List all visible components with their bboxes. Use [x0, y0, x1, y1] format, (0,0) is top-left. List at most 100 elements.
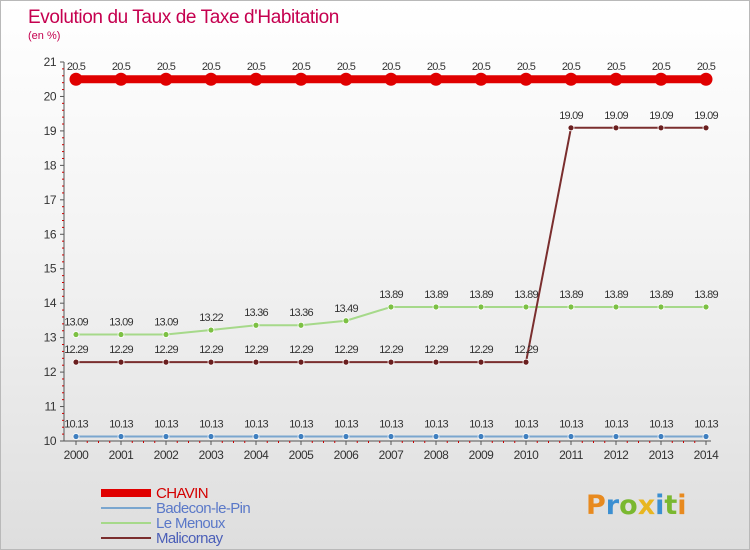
- data-label-3: 12.29: [64, 344, 88, 356]
- data-label-2: 13.89: [559, 289, 583, 301]
- y-tick-label: 10: [44, 434, 57, 448]
- data-label-3: 12.29: [469, 344, 493, 356]
- data-label-3: 12.29: [334, 344, 358, 356]
- data-label-3: 19.09: [649, 110, 673, 122]
- y-tick-label: 20: [44, 89, 57, 103]
- x-tick-label: 2006: [334, 448, 360, 462]
- series-point-0: [294, 72, 308, 86]
- series-point-3: [72, 358, 80, 366]
- logo-letter: o: [619, 490, 638, 521]
- data-label-2: 13.36: [289, 307, 313, 319]
- series-point-3: [117, 358, 125, 366]
- data-label-1: 10.13: [514, 419, 538, 431]
- series-point-3: [567, 124, 575, 132]
- series-point-0: [609, 72, 623, 86]
- series-point-0: [564, 72, 578, 86]
- legend-swatch: [101, 489, 151, 497]
- data-label-1: 10.13: [154, 419, 178, 431]
- series-point-3: [297, 358, 305, 366]
- series-point-3: [612, 124, 620, 132]
- legend-swatch: [101, 507, 151, 509]
- x-tick-label: 2007: [379, 448, 405, 462]
- series-point-2: [702, 303, 710, 311]
- data-label-0: 20.5: [292, 61, 311, 73]
- data-label-0: 20.5: [427, 61, 446, 73]
- data-labels: 20.5 20.5 20.5 20.5 20.5 20.5 20.5 20.5 20.5 20.5…: [64, 61, 719, 431]
- x-tick-label: 2009: [469, 448, 495, 462]
- data-label-0: 20.5: [652, 61, 671, 73]
- x-tick-label: 2011: [559, 448, 584, 462]
- series-point-0: [384, 72, 398, 86]
- legend-swatch: [101, 537, 151, 539]
- chart-subtitle: (en %): [28, 30, 61, 42]
- data-label-3: 12.29: [154, 344, 178, 356]
- data-label-0: 20.5: [607, 61, 626, 73]
- data-label-1: 10.13: [64, 419, 88, 431]
- series-point-1: [477, 433, 485, 440]
- x-tick-label: 2000: [64, 448, 90, 462]
- series-point-2: [207, 326, 215, 334]
- data-label-1: 10.13: [469, 419, 493, 431]
- legend-item: Badecon-le-Pin: [101, 500, 361, 517]
- series-point-1: [522, 433, 530, 440]
- series-point-1: [387, 433, 395, 440]
- series-point-1: [117, 433, 125, 440]
- x-tick-label: 2003: [199, 448, 225, 462]
- legend-item: Le Menoux: [101, 515, 361, 532]
- data-label-1: 10.13: [559, 419, 583, 431]
- series-point-2: [252, 321, 260, 329]
- data-label-3: 12.29: [514, 344, 538, 356]
- y-tick-label: 12: [44, 365, 57, 379]
- y-tick-label: 16: [44, 227, 57, 241]
- data-label-3: 12.29: [199, 344, 223, 356]
- data-label-0: 20.5: [247, 61, 266, 73]
- series-lines: [69, 72, 713, 440]
- data-label-2: 13.49: [334, 303, 358, 315]
- series-point-2: [657, 303, 665, 311]
- series-point-1: [612, 433, 620, 440]
- data-label-0: 20.5: [157, 61, 176, 73]
- data-label-3: 19.09: [604, 110, 628, 122]
- series-point-3: [162, 358, 170, 366]
- series-point-2: [522, 303, 530, 311]
- y-tick-label: 19: [44, 124, 57, 138]
- legend-label: Malicornay: [156, 530, 223, 547]
- data-label-2: 13.09: [154, 317, 178, 329]
- logo-letter: i: [655, 490, 665, 521]
- series-point-0: [159, 72, 173, 86]
- series-point-2: [72, 331, 80, 338]
- data-label-3: 12.29: [424, 344, 448, 356]
- legend-swatch: [101, 522, 151, 524]
- series-point-2: [612, 303, 620, 311]
- data-label-0: 20.5: [202, 61, 221, 73]
- y-tick-label: 14: [44, 296, 57, 310]
- data-label-3: 12.29: [109, 344, 133, 356]
- data-label-3: 12.29: [289, 344, 313, 356]
- data-label-3: 19.09: [694, 110, 718, 122]
- legend-label: Le Menoux: [156, 515, 225, 532]
- x-tick-label: 2008: [424, 448, 450, 462]
- data-label-1: 10.13: [694, 419, 718, 431]
- series-point-1: [207, 433, 215, 440]
- series-point-1: [252, 433, 260, 440]
- series-point-0: [699, 72, 713, 86]
- series-point-1: [297, 433, 305, 440]
- data-label-1: 10.13: [289, 419, 313, 431]
- data-label-2: 13.36: [244, 307, 268, 319]
- y-tick-label: 15: [44, 262, 57, 276]
- data-label-0: 20.5: [472, 61, 491, 73]
- data-label-2: 13.89: [379, 289, 403, 301]
- legend-label: CHAVIN: [156, 485, 209, 502]
- x-tick-label: 2005: [289, 448, 315, 462]
- series-point-2: [387, 303, 395, 311]
- data-label-3: 19.09: [559, 110, 583, 122]
- series-point-3: [252, 358, 260, 366]
- data-label-3: 12.29: [244, 344, 268, 356]
- logo-letter: r: [605, 490, 620, 521]
- logo-letter: t: [664, 490, 678, 521]
- series-point-3: [522, 358, 530, 366]
- data-label-1: 10.13: [649, 419, 673, 431]
- x-tick-label: 2010: [514, 448, 540, 462]
- x-tick-label: 2004: [244, 448, 270, 462]
